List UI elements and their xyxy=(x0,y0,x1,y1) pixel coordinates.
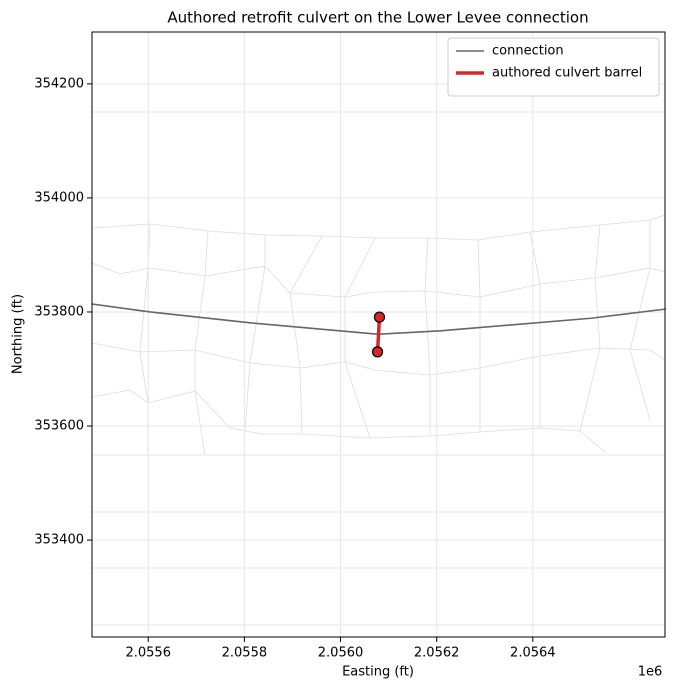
x-tick-label: 2.0558 xyxy=(222,646,268,661)
x-tick-label: 2.0560 xyxy=(318,646,364,661)
plot xyxy=(91,303,666,358)
x-offset-label: 1e6 xyxy=(638,665,663,680)
legend-label: authored culvert barrel xyxy=(492,66,642,81)
chart-title: Authored retrofit culvert on the Lower L… xyxy=(167,9,588,27)
y-tick-label: 353600 xyxy=(34,419,84,434)
mesh-edge xyxy=(629,220,651,421)
mesh-edge xyxy=(424,237,431,436)
mesh-edge xyxy=(477,239,481,432)
legend-label: connection xyxy=(492,44,564,59)
mesh-edge xyxy=(91,214,666,241)
mesh-edge xyxy=(289,235,323,435)
legend: connection authored culvert barrel xyxy=(447,37,660,97)
y-tick-label: 353800 xyxy=(34,304,84,319)
mesh-edge xyxy=(91,262,666,298)
mesh-edge xyxy=(194,230,209,456)
y-tick-label: 354200 xyxy=(34,76,84,91)
point-marker xyxy=(371,346,384,358)
mesh-edge xyxy=(529,231,541,428)
axes-frame xyxy=(91,31,666,638)
y-tick-label: 354000 xyxy=(34,190,84,205)
mesh-edge xyxy=(91,389,606,453)
mesh-edge xyxy=(344,237,376,439)
point-marker xyxy=(373,311,386,323)
x-axis-label: Easting (ft) xyxy=(342,665,414,680)
legend-box xyxy=(447,37,660,97)
x-tick-label: 2.0556 xyxy=(125,646,171,661)
x-tick-label: 2.0562 xyxy=(414,646,460,661)
x-tick-label: 2.0564 xyxy=(510,646,556,661)
mesh xyxy=(91,111,666,626)
y-tick-label: 353400 xyxy=(34,533,84,548)
mesh-edge xyxy=(244,235,266,431)
y-axis-label: Northing (ft) xyxy=(11,294,26,374)
mesh-edge xyxy=(579,224,601,432)
series-line xyxy=(375,315,382,354)
grid xyxy=(92,32,665,637)
